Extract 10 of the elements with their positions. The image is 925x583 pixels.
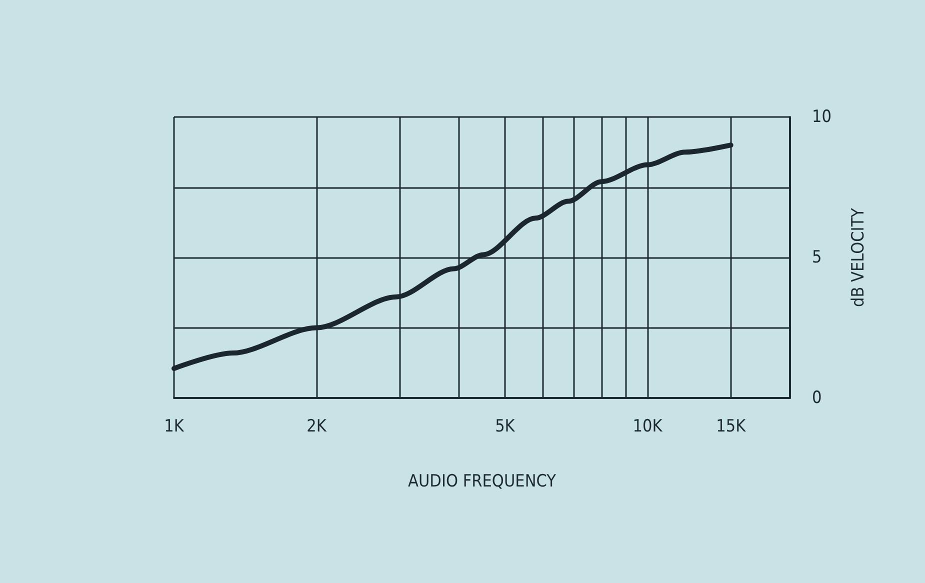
x-tick-label: 5K: [495, 416, 516, 436]
y-tick-label: 5: [812, 248, 822, 268]
x-axis-title: AUDIO FREQUENCY: [408, 472, 557, 492]
y-tick-label: 0: [812, 388, 822, 408]
x-tick-label: 10K: [632, 416, 664, 436]
y-tick-label: 10: [812, 107, 832, 127]
x-tick-label: 15K: [716, 416, 747, 436]
x-tick-label: 1K: [164, 416, 185, 436]
x-tick-label: 2K: [306, 416, 328, 436]
y-axis-title: dB VELOCITY: [848, 207, 868, 307]
